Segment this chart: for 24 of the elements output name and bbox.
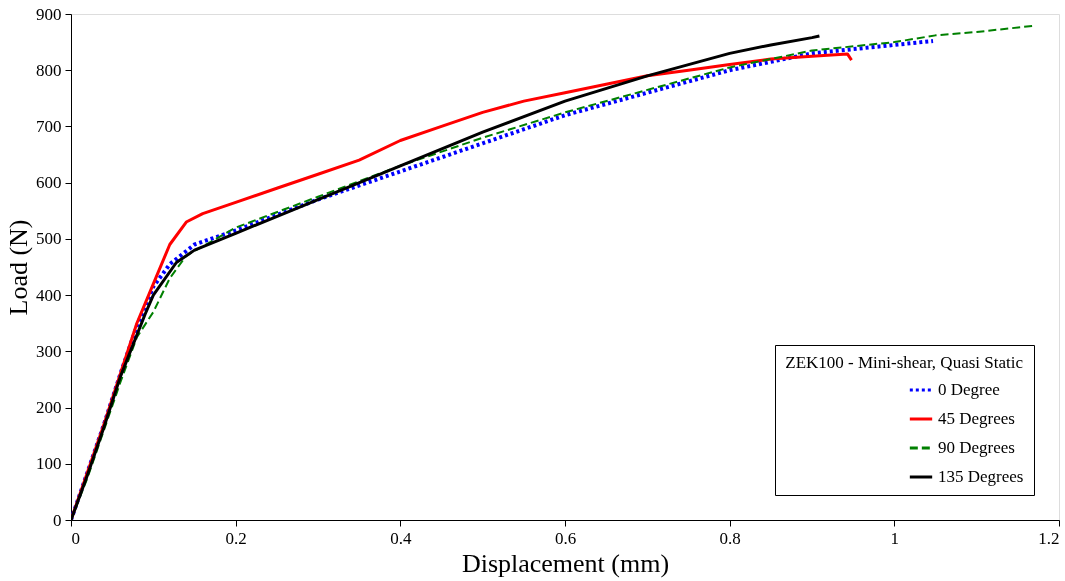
x-tick-label: 1 — [890, 528, 900, 548]
y-tick-label: 600 — [36, 173, 62, 193]
y-tick-label: 200 — [36, 398, 62, 418]
x-tick-label: 0.4 — [390, 528, 412, 548]
legend-title: ZEK100 - Mini-shear, Quasi Static — [785, 353, 1024, 372]
y-axis-title: Load (N) — [4, 219, 33, 316]
y-tick-label: 100 — [36, 454, 62, 474]
x-tick-label: 0 — [71, 528, 80, 548]
legend-label: 90 Degrees — [938, 438, 1015, 457]
x-tick-label: 0.8 — [719, 528, 741, 548]
x-tick-label: 1.2 — [1038, 528, 1060, 548]
legend-label: 135 Degrees — [938, 467, 1024, 486]
legend-label: 45 Degrees — [938, 409, 1015, 428]
y-tick-label: 300 — [36, 341, 62, 361]
y-tick-label: 400 — [36, 285, 62, 305]
x-tick-label: 0.6 — [554, 528, 577, 548]
x-tick-label: 0.2 — [225, 528, 247, 548]
y-tick-label: 0 — [53, 510, 62, 530]
y-tick-label: 700 — [36, 116, 62, 136]
y-tick-label: 800 — [36, 60, 62, 80]
y-tick-label: 500 — [36, 229, 62, 249]
y-tick-label: 900 — [36, 4, 62, 24]
legend-label: 0 Degree — [938, 380, 1000, 399]
x-axis-title: Displacement (mm) — [461, 548, 670, 578]
